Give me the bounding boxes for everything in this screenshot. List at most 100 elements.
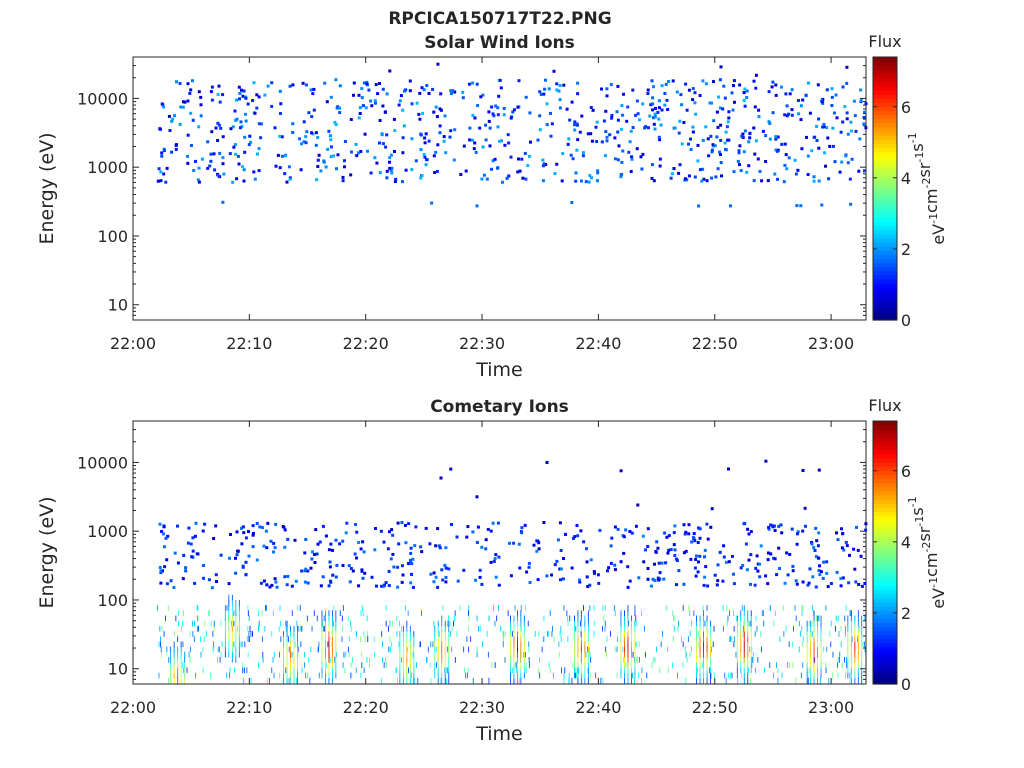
flux-pixel — [740, 631, 742, 637]
flux-pixel — [328, 657, 330, 663]
flux-pixel — [806, 620, 808, 627]
flux-pixel — [767, 526, 771, 529]
flux-pixel — [799, 118, 803, 122]
flux-pixel — [496, 106, 500, 110]
flux-pixel — [861, 677, 863, 684]
flux-pixel — [513, 625, 515, 632]
flux-pixel — [807, 677, 809, 684]
flux-pixel — [850, 657, 852, 663]
flux-pixel — [257, 147, 261, 151]
flux-pixel — [740, 620, 742, 627]
flux-pixel — [745, 170, 749, 174]
flux-pixel — [520, 651, 522, 658]
flux-pixel — [434, 575, 438, 579]
flux-pixel — [610, 536, 614, 540]
flux-pixel — [838, 170, 842, 174]
flux-pixel — [738, 83, 742, 87]
flux-pixel — [747, 610, 749, 616]
flux-pixel — [541, 164, 545, 168]
flux-pixel — [221, 135, 225, 139]
flux-pixel — [513, 662, 515, 668]
flux-pixel — [513, 657, 515, 663]
flux-pixel — [309, 677, 311, 684]
flux-pixel — [329, 138, 333, 142]
flux-pixel — [799, 631, 801, 637]
flux-pixel — [167, 114, 171, 118]
flux-pixel — [411, 672, 412, 679]
flux-pixel — [308, 657, 310, 663]
flux-pixel — [430, 677, 432, 684]
flux-pixel — [304, 651, 306, 658]
spectrogram-data — [156, 62, 868, 208]
flux-pixel — [293, 631, 295, 637]
flux-pixel — [792, 641, 794, 648]
flux-pixel — [481, 145, 485, 149]
flux-pixel — [317, 153, 321, 157]
flux-pixel — [584, 180, 588, 184]
flux-pixel — [487, 119, 491, 123]
flux-pixel — [420, 550, 424, 554]
flux-pixel — [850, 667, 852, 674]
flux-pixel — [828, 677, 830, 684]
flux-pixel — [191, 118, 195, 122]
flux-pixel — [239, 126, 242, 130]
flux-pixel — [162, 525, 166, 529]
flux-pixel — [291, 610, 293, 616]
flux-pixel — [743, 641, 745, 648]
flux-pixel — [444, 667, 446, 674]
flux-pixel — [288, 646, 290, 653]
flux-pixel — [209, 159, 213, 163]
flux-pixel — [705, 179, 709, 183]
flux-pixel — [345, 521, 349, 525]
flux-pixel — [563, 677, 565, 684]
flux-pixel — [823, 151, 827, 155]
flux-pixel — [529, 662, 530, 668]
flux-pixel — [580, 677, 582, 684]
flux-pixel — [759, 544, 763, 548]
flux-pixel — [378, 119, 382, 122]
flux-pixel — [491, 112, 495, 116]
flux-pixel — [344, 531, 348, 535]
flux-pixel — [302, 140, 306, 144]
flux-pixel — [484, 538, 488, 542]
flux-pixel — [743, 646, 745, 653]
flux-pixel — [283, 667, 284, 674]
flux-pixel — [845, 544, 849, 548]
flux-pixel — [444, 672, 446, 679]
flux-pixel — [574, 641, 575, 648]
flux-pixel — [758, 575, 762, 579]
flux-pixel — [251, 524, 255, 528]
flux-pixel — [441, 646, 443, 653]
flux-pixel — [614, 646, 616, 653]
flux-pixel — [411, 557, 415, 561]
flux-pixel — [343, 140, 347, 143]
flux-pixel — [188, 91, 192, 95]
flux-pixel — [654, 657, 656, 663]
flux-pixel — [579, 179, 583, 183]
flux-pixel — [156, 179, 160, 183]
flux-pixel — [726, 138, 730, 142]
flux-pixel — [785, 104, 789, 108]
flux-pixel — [221, 200, 225, 204]
flux-pixel — [596, 573, 600, 577]
flux-pixel — [859, 554, 863, 558]
flux-pixel — [752, 79, 756, 83]
flux-pixel — [864, 615, 866, 622]
flux-pixel — [815, 139, 819, 142]
flux-pixel — [173, 651, 175, 658]
flux-pixel — [401, 151, 405, 155]
flux-pixel — [703, 625, 704, 632]
flux-pixel — [261, 636, 263, 642]
flux-pixel — [361, 605, 363, 611]
flux-pixel — [332, 620, 334, 627]
flux-pixel — [453, 128, 457, 132]
flux-pixel — [159, 179, 163, 183]
flux-pixel — [448, 672, 450, 679]
flux-pixel — [385, 133, 389, 137]
flux-pixel — [845, 111, 849, 115]
flux-pixel — [807, 581, 811, 585]
flux-pixel — [278, 625, 280, 632]
flux-pixel — [745, 96, 749, 99]
flux-pixel — [388, 160, 391, 164]
flux-pixel — [300, 641, 302, 648]
